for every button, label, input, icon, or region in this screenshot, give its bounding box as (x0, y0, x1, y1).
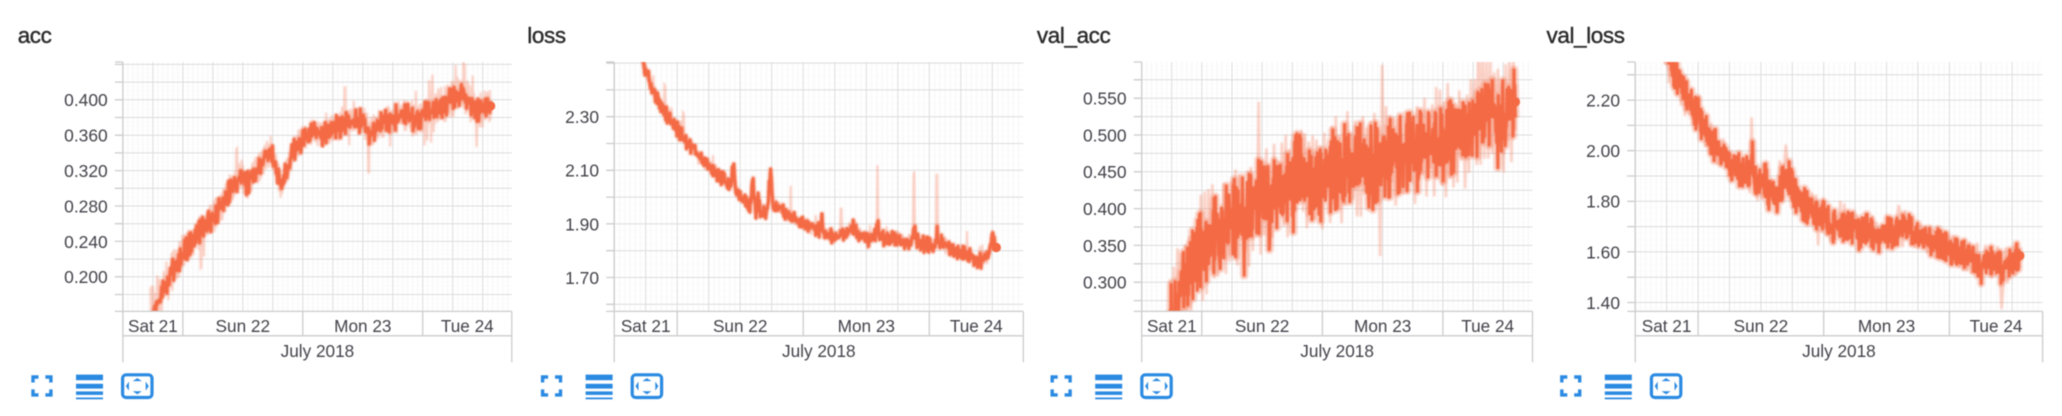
svg-text:0.240: 0.240 (64, 232, 108, 252)
svg-text:0.400: 0.400 (64, 90, 108, 110)
svg-text:Sat 21: Sat 21 (621, 316, 671, 336)
svg-text:2.20: 2.20 (1586, 91, 1620, 111)
svg-text:Sat 21: Sat 21 (1642, 316, 1692, 336)
svg-text:Mon 23: Mon 23 (1858, 316, 1915, 336)
svg-text:Tue 24: Tue 24 (441, 316, 494, 336)
svg-text:Tue 24: Tue 24 (950, 316, 1003, 336)
svg-text:2.10: 2.10 (565, 161, 599, 181)
svg-text:0.320: 0.320 (64, 161, 108, 181)
svg-text:0.300: 0.300 (1083, 273, 1127, 293)
svg-text:val_acc: val_acc (1037, 23, 1111, 48)
svg-text:2.30: 2.30 (565, 107, 599, 127)
svg-text:Sun 22: Sun 22 (1235, 316, 1289, 336)
svg-text:0.400: 0.400 (1083, 199, 1127, 219)
svg-text:Mon 23: Mon 23 (1354, 316, 1411, 336)
svg-text:Mon 23: Mon 23 (334, 316, 391, 336)
svg-text:0.550: 0.550 (1083, 89, 1127, 109)
svg-text:0.500: 0.500 (1083, 125, 1127, 145)
svg-text:Tue 24: Tue 24 (1970, 316, 2023, 336)
svg-text:0.280: 0.280 (64, 196, 108, 216)
svg-text:0.350: 0.350 (1083, 236, 1127, 256)
svg-text:1.40: 1.40 (1586, 293, 1620, 313)
svg-text:Sun 22: Sun 22 (1734, 316, 1788, 336)
svg-text:Mon 23: Mon 23 (838, 316, 895, 336)
svg-text:acc: acc (18, 23, 52, 48)
svg-text:Sat 21: Sat 21 (128, 316, 178, 336)
svg-text:0.450: 0.450 (1083, 162, 1127, 182)
svg-text:0.360: 0.360 (64, 126, 108, 146)
svg-text:Sat 21: Sat 21 (1147, 316, 1197, 336)
svg-text:July 2018: July 2018 (1300, 341, 1374, 361)
svg-text:1.70: 1.70 (565, 268, 599, 288)
svg-text:1.90: 1.90 (565, 214, 599, 234)
svg-text:Sun 22: Sun 22 (713, 316, 767, 336)
svg-text:July 2018: July 2018 (782, 341, 856, 361)
svg-text:Sun 22: Sun 22 (216, 316, 270, 336)
svg-text:2.00: 2.00 (1586, 141, 1620, 161)
svg-text:val_loss: val_loss (1547, 23, 1625, 48)
svg-text:1.80: 1.80 (1586, 192, 1620, 212)
svg-text:1.60: 1.60 (1586, 242, 1620, 262)
svg-text:July 2018: July 2018 (281, 341, 355, 361)
svg-text:Tue 24: Tue 24 (1461, 316, 1514, 336)
svg-text:July 2018: July 2018 (1802, 341, 1876, 361)
svg-text:0.200: 0.200 (64, 267, 108, 287)
svg-text:loss: loss (527, 23, 566, 48)
